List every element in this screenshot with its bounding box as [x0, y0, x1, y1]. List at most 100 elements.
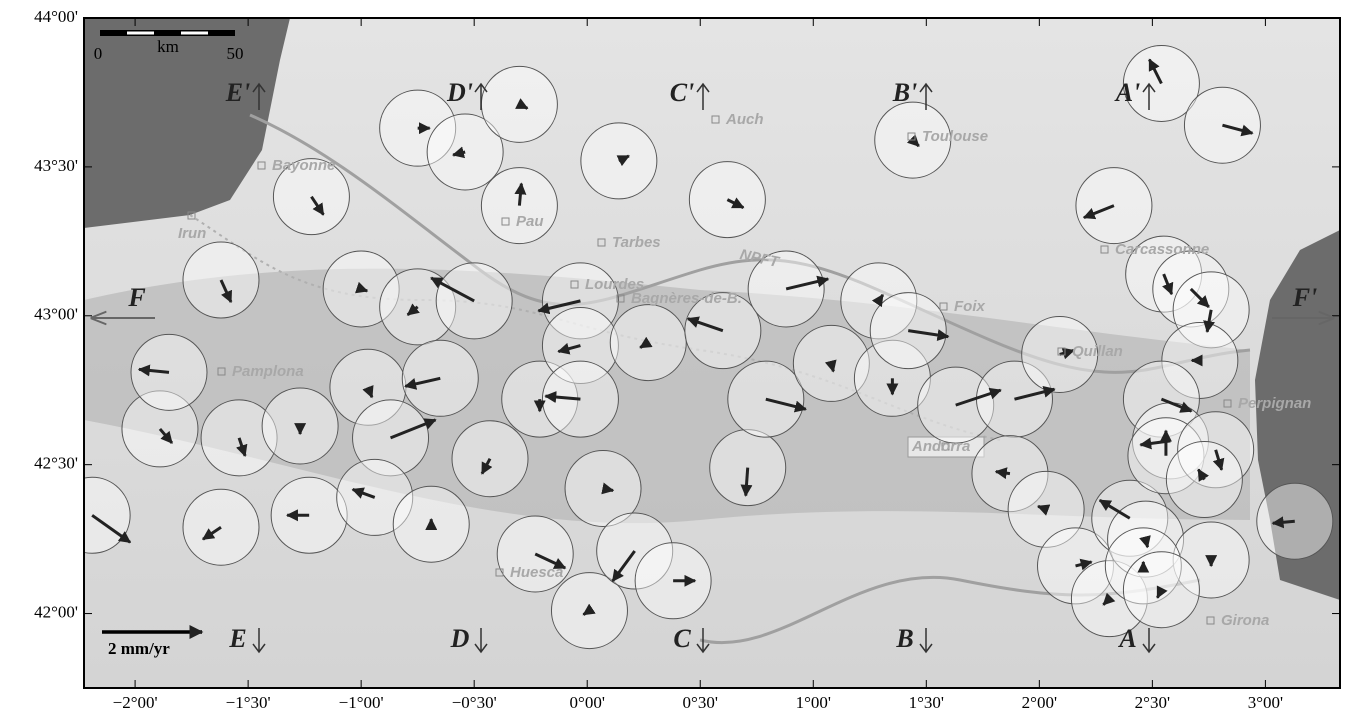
city-marker: [616, 294, 625, 303]
km-scale-label: 50: [227, 44, 244, 63]
city-marker: [257, 161, 266, 170]
velocity-vector: [1203, 309, 1215, 334]
velocity-vector: [310, 195, 325, 216]
velocity-vector: [451, 146, 466, 159]
city-label: Carcassonne: [1115, 241, 1209, 258]
y-tick-label: 42°00': [34, 602, 78, 621]
x-tick-label: 0°00': [570, 693, 605, 712]
velocity-vector: [1222, 123, 1254, 137]
city-label: Pau: [516, 213, 544, 230]
velocity-vector: [1197, 468, 1210, 482]
city-marker: [597, 238, 606, 247]
velocity-vector: [404, 376, 441, 390]
city-label: Huesca: [510, 564, 563, 581]
city-marker: [941, 442, 950, 451]
velocity-vector: [355, 281, 369, 294]
velocity-vector: [582, 603, 596, 616]
velocity-vector: [480, 458, 493, 475]
profile-label: D': [446, 78, 473, 107]
profile-arrow: [474, 628, 488, 654]
y-tick-label: 42°30': [34, 454, 78, 473]
profile-arrow: [696, 82, 710, 110]
city-marker: [570, 280, 579, 289]
profile-label: B: [895, 624, 913, 653]
y-tick-label: 43°30': [34, 156, 78, 175]
profile-arrow: [1142, 82, 1156, 110]
profile-arrow: [919, 82, 933, 110]
city-marker: [939, 302, 948, 311]
city-label: Tarbes: [612, 234, 661, 251]
velocity-vector: [740, 467, 753, 497]
velocity-vector: [1139, 535, 1151, 549]
basemap: [84, 18, 1340, 688]
profile-arrow: [474, 82, 488, 110]
city-label: Lourdes: [585, 276, 644, 293]
frame: [83, 17, 1341, 689]
profile-arrow: [252, 628, 266, 654]
velocity-vector: [544, 391, 581, 404]
x-tick-label: −0°30': [452, 693, 497, 712]
velocity-vector: [557, 342, 581, 355]
velocity-vector: [785, 275, 830, 291]
labels: 2 mm/yrE' D' C' B' A'E D C B AF F'NPFTBayonneIrun…: [92, 78, 1333, 658]
profile-arrow: [252, 82, 266, 110]
km-bar-segment: [127, 31, 154, 35]
city-marker: [217, 367, 226, 376]
velocity-vector: [1098, 498, 1131, 520]
city-label: Quillan: [1072, 343, 1123, 360]
profile-label: A: [1117, 624, 1136, 653]
velocity-vector: [219, 279, 233, 304]
city-label: Girona: [1221, 612, 1269, 629]
profile-label: F: [127, 283, 145, 312]
velocity-vector: [235, 437, 248, 458]
city-label: Andorra: [911, 438, 970, 455]
fault-trace: [249, 113, 1251, 374]
velocity-vector: [351, 487, 376, 499]
velocity-vector: [639, 336, 653, 349]
city-label: Perpignan: [1238, 395, 1311, 412]
city-label: Irun: [178, 225, 206, 242]
velocity-scale-label: 2 mm/yr: [108, 639, 170, 658]
velocity-vector: [406, 303, 420, 317]
velocity-vector: [601, 482, 615, 495]
city-label: Auch: [725, 111, 764, 128]
velocity-vector: [430, 276, 475, 303]
velocity-vector: [158, 427, 174, 444]
profile-label: B': [892, 78, 918, 107]
x-tick-label: 1°00': [796, 693, 831, 712]
velocity-vector: [534, 552, 567, 570]
x-tick-label: 2°00': [1022, 693, 1057, 712]
profile-label: E: [228, 624, 246, 653]
city-marker: [1206, 616, 1215, 625]
city-label: Pamplona: [232, 363, 304, 380]
velocity-vector: [515, 98, 529, 110]
velocity-vector: [201, 525, 222, 541]
city-marker: [907, 132, 916, 141]
city-marker: [1223, 399, 1232, 408]
velocity-vector: [994, 467, 1011, 480]
km-bar: [100, 30, 235, 36]
velocity-vector: [616, 154, 630, 167]
profile-label: E': [225, 78, 251, 107]
x-tick-label: 2°30': [1135, 693, 1170, 712]
city-label: Bayonne: [272, 157, 335, 174]
velocity-vector: [765, 397, 807, 413]
profile-label: C: [673, 624, 691, 653]
velocity-vector: [1189, 287, 1210, 309]
velocity-vector: [91, 514, 132, 544]
profile-label: C': [670, 78, 695, 107]
velocity-vector: [1036, 504, 1051, 516]
bay-of-biscay: [84, 18, 290, 228]
velocity-vector: [955, 387, 1002, 407]
y-tick-label: 44°00': [34, 7, 78, 26]
velocity-vector: [537, 299, 581, 315]
velocity-vector: [1271, 516, 1295, 529]
city-label: Bagnères-de-B.: [631, 290, 742, 307]
velocity-vector: [871, 293, 885, 308]
velocity-vector: [824, 359, 837, 373]
profile-arrow: [919, 628, 933, 654]
velocity-vector: [514, 182, 527, 206]
x-tick-label: 3°00': [1248, 693, 1283, 712]
x-tick-label: −1°00': [339, 693, 384, 712]
profile-label: D: [450, 624, 470, 653]
